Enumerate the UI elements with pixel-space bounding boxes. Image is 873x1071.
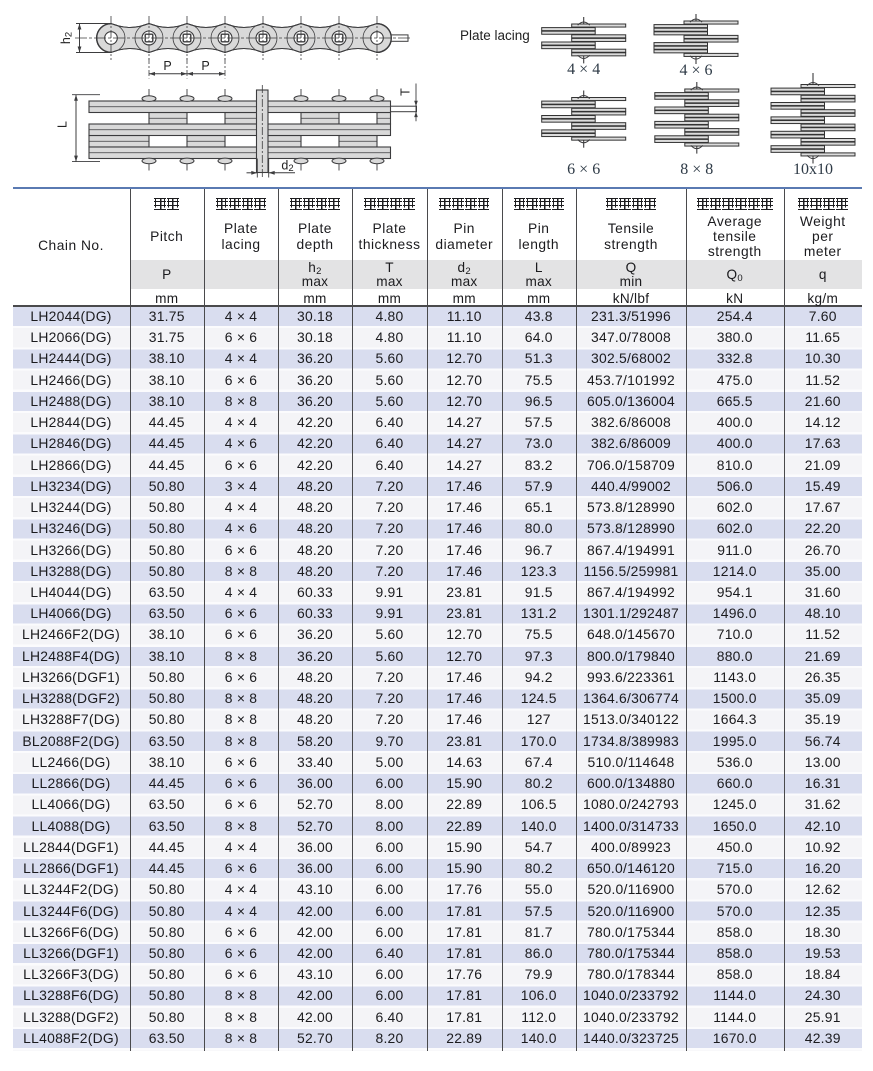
svg-text:6 × 6: 6 × 6 (567, 161, 600, 178)
svg-text:10x10: 10x10 (793, 161, 833, 178)
svg-text:4 × 4: 4 × 4 (567, 61, 600, 78)
svg-text:d2: d2 (281, 159, 293, 175)
svg-text:L: L (56, 121, 70, 128)
svg-text:4 × 6: 4 × 6 (679, 62, 712, 79)
svg-text:P: P (201, 59, 209, 73)
svg-text:T: T (399, 88, 413, 96)
svg-text:Plate lacing: Plate lacing (460, 28, 530, 43)
svg-text:8 × 8: 8 × 8 (680, 161, 713, 178)
svg-text:h2: h2 (59, 32, 75, 44)
svg-text:P: P (163, 59, 171, 73)
